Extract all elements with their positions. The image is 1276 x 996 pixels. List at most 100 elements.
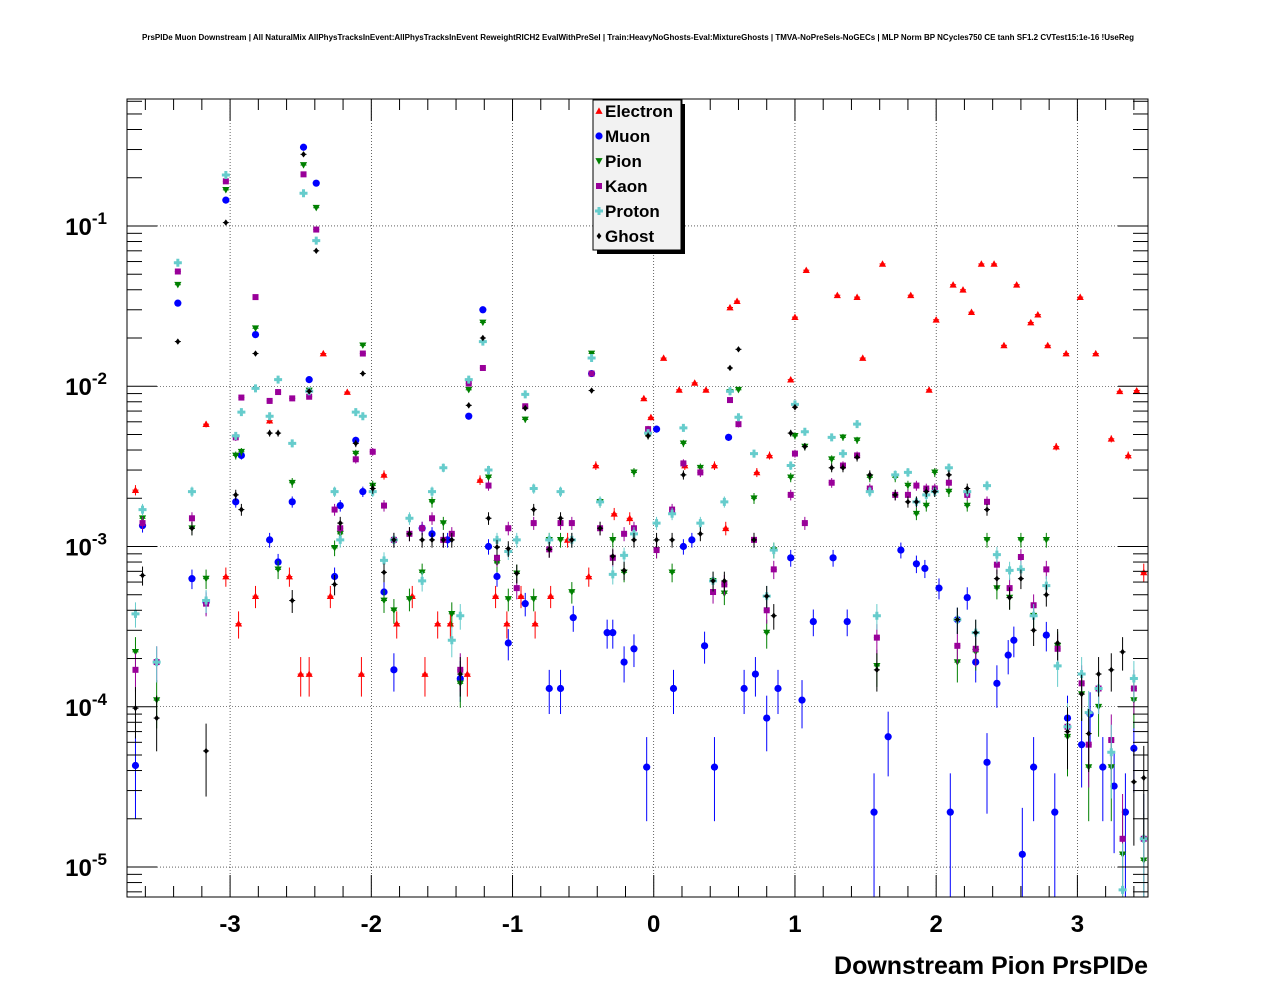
point-electron <box>859 354 867 361</box>
point-electron <box>610 510 618 517</box>
legend-label-proton: Proton <box>605 202 660 221</box>
point-electron <box>305 670 313 677</box>
point-pion <box>853 437 861 444</box>
point-ghost <box>727 364 733 372</box>
point-ghost <box>133 704 138 712</box>
point-ghost <box>610 552 616 560</box>
point-pion <box>912 510 921 518</box>
point-muon <box>710 763 719 771</box>
point-muon <box>620 658 628 666</box>
point-muon <box>679 542 687 551</box>
point-ghost <box>429 536 435 544</box>
point-proton <box>312 236 321 245</box>
point-electron <box>463 670 471 677</box>
point-electron <box>1124 451 1132 459</box>
point-muon <box>1010 636 1018 644</box>
point-kaon <box>331 506 338 513</box>
point-pion <box>274 566 282 573</box>
point-electron <box>907 291 915 299</box>
point-ghost <box>751 536 757 544</box>
point-proton <box>512 535 521 544</box>
point-ghost <box>486 515 491 522</box>
y-tick-label: 10-3 <box>65 530 107 562</box>
legend-label-kaon: Kaon <box>605 177 648 196</box>
point-ghost <box>802 443 808 450</box>
point-proton <box>265 412 274 421</box>
point-muon <box>884 733 892 741</box>
point-proton <box>1029 611 1038 620</box>
point-ghost <box>370 485 376 492</box>
point-proton <box>750 449 759 458</box>
point-proton <box>464 375 473 384</box>
point-electron <box>878 260 887 267</box>
point-electron <box>833 291 841 299</box>
point-ghost <box>1043 591 1049 598</box>
point-ghost <box>1065 728 1070 735</box>
point-ghost <box>946 471 952 479</box>
point-ghost <box>154 714 160 722</box>
point-ghost <box>597 525 603 532</box>
point-proton <box>992 550 1001 559</box>
point-electron <box>691 379 699 386</box>
point-ghost <box>621 567 627 574</box>
point-muon <box>946 808 954 816</box>
point-electron <box>853 293 861 300</box>
point-electron <box>503 620 511 627</box>
point-pion <box>828 456 836 463</box>
point-electron <box>765 451 774 459</box>
point-electron <box>357 670 366 677</box>
point-muon <box>630 645 638 653</box>
x-tick-label: 0 <box>647 911 660 938</box>
point-ghost <box>1120 648 1125 656</box>
point-muon <box>1018 850 1026 858</box>
point-proton <box>187 487 196 496</box>
point-pion <box>504 596 512 603</box>
point-ghost <box>905 498 911 506</box>
point-ghost <box>721 577 727 585</box>
point-electron <box>1116 387 1124 395</box>
point-muon <box>336 501 344 510</box>
point-pion <box>174 281 182 289</box>
point-muon <box>1110 782 1118 790</box>
point-ghost <box>301 151 306 158</box>
point-electron <box>491 592 500 600</box>
point-ghost <box>631 536 637 544</box>
point-muon <box>504 639 512 647</box>
point-muon <box>1030 763 1038 771</box>
point-proton <box>299 189 308 198</box>
point-proton <box>608 570 617 579</box>
point-electron <box>285 572 293 580</box>
point-pion <box>299 162 308 169</box>
point-proton <box>903 468 912 477</box>
point-electron <box>1034 310 1042 318</box>
point-pion <box>945 488 953 496</box>
point-ghost <box>994 575 1000 582</box>
point-electron <box>319 349 327 357</box>
point-proton <box>800 427 809 436</box>
point-electron <box>517 592 525 600</box>
point-ghost <box>1079 690 1085 698</box>
x-tick-label: -3 <box>219 911 240 938</box>
point-ghost <box>381 569 387 576</box>
point-muon <box>1121 808 1130 816</box>
point-muon <box>751 670 760 678</box>
point-electron <box>977 260 985 267</box>
point-electron <box>380 471 388 478</box>
point-electron <box>326 592 334 600</box>
point-ghost <box>1018 575 1024 582</box>
point-ghost <box>697 530 703 538</box>
point-proton <box>456 611 465 620</box>
point-ghost <box>466 402 472 409</box>
point-ghost <box>1055 639 1061 647</box>
point-proton <box>521 390 530 399</box>
point-kaon <box>306 393 313 400</box>
point-proton <box>1077 670 1086 679</box>
point-electron <box>222 572 230 580</box>
point-muon <box>763 714 771 722</box>
series-muon <box>131 143 1138 897</box>
legend-marker-kaon <box>596 183 602 189</box>
point-ghost <box>1007 594 1013 601</box>
point-muon <box>1042 631 1050 639</box>
point-proton <box>1005 566 1014 575</box>
